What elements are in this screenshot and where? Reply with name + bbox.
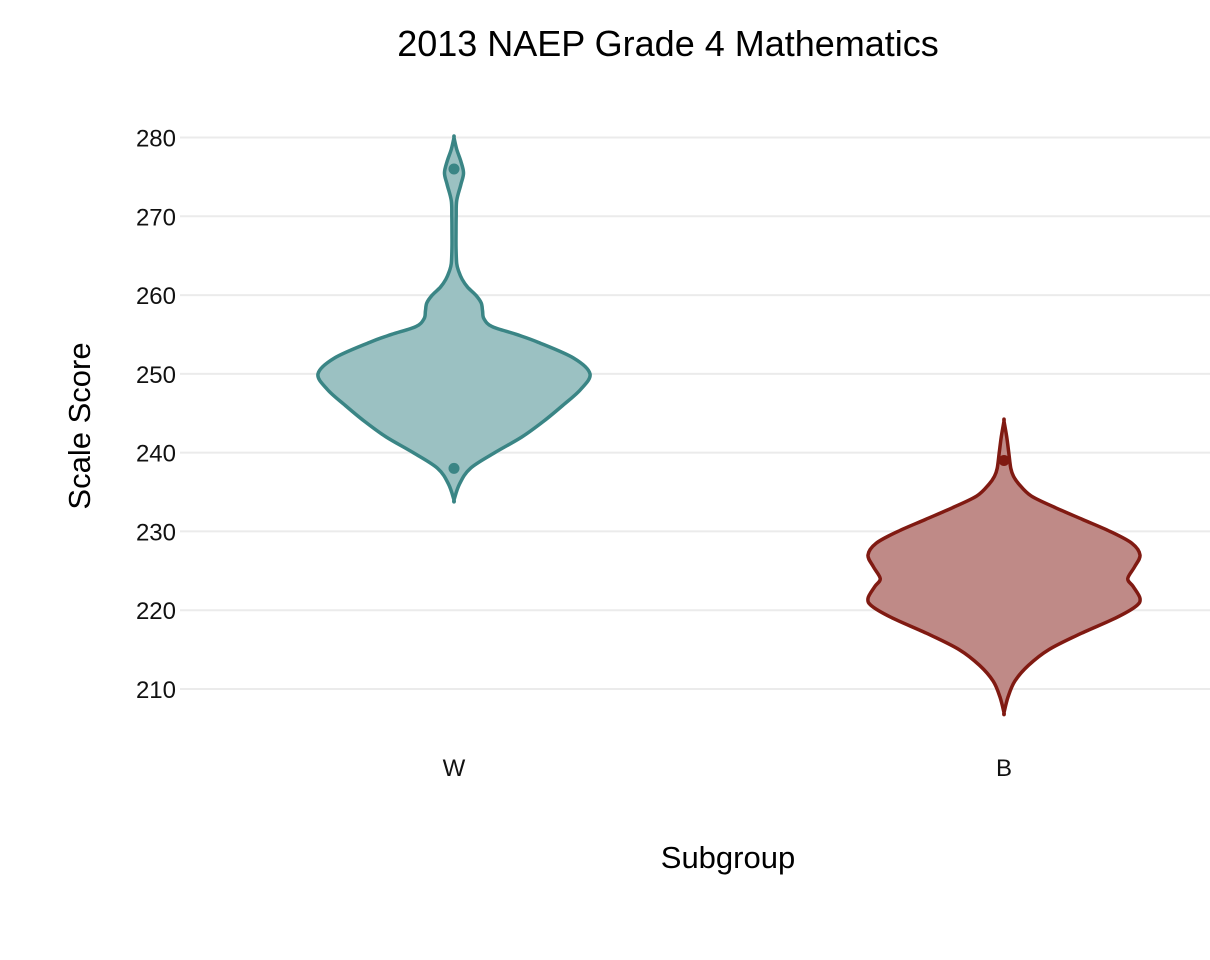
- x-axis-title: Subgroup: [661, 840, 795, 875]
- x-tick-label-w: W: [443, 755, 466, 782]
- y-tick-label-210: 210: [136, 677, 176, 704]
- violin-b: [866, 417, 1142, 717]
- outlier-point-w-0: [448, 163, 460, 175]
- outlier-point-b-0: [998, 455, 1010, 467]
- y-tick-label-240: 240: [136, 441, 176, 468]
- y-tick-label-220: 220: [136, 598, 176, 625]
- violins: [316, 134, 1142, 717]
- chart-title: 2013 NAEP Grade 4 Mathematics: [397, 23, 939, 64]
- y-axis-ticks: 210 220 230 240 250 260 270 280: [136, 126, 176, 704]
- violin-w: [316, 134, 592, 504]
- y-axis-title: Scale Score: [62, 342, 97, 509]
- y-tick-label-260: 260: [136, 283, 176, 310]
- y-tick-label-250: 250: [136, 362, 176, 389]
- y-tick-label-270: 270: [136, 204, 176, 231]
- y-tick-label-280: 280: [136, 126, 176, 153]
- x-tick-label-b: B: [996, 755, 1012, 782]
- y-tick-label-230: 230: [136, 519, 176, 546]
- outlier-point-w-1: [448, 462, 460, 474]
